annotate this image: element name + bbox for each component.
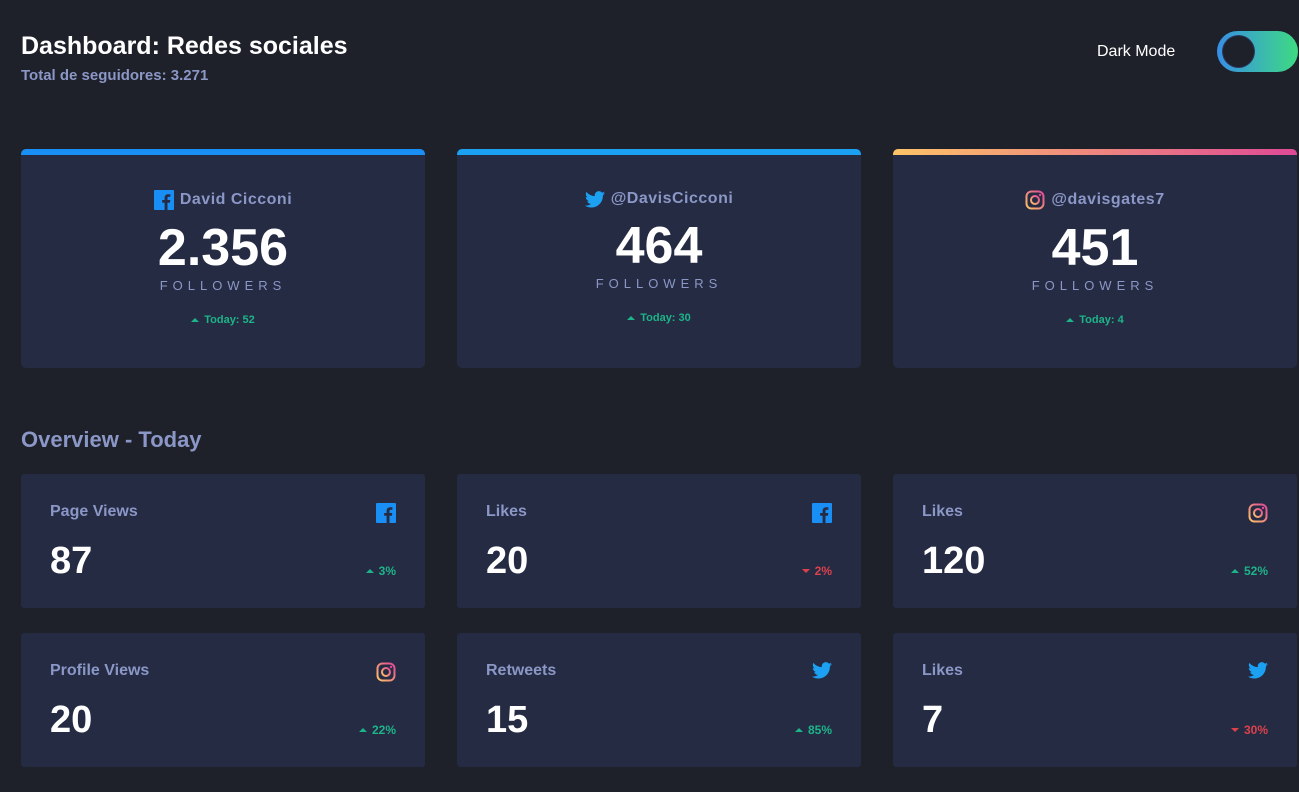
overview-card-twitter-likes[interactable]: Likes 7 30% <box>893 633 1297 767</box>
card-handle-text: @davisgates7 <box>1051 191 1165 208</box>
overview-value: 20 <box>50 699 93 741</box>
instagram-followers-card[interactable]: @davisgates7 451 FOLLOWERS Today: 4 <box>893 149 1297 368</box>
overview-change-text: 22% <box>371 723 396 737</box>
today-change: Today: 30 <box>457 312 861 324</box>
overview-label: Retweets <box>486 662 557 679</box>
follower-unit: FOLLOWERS <box>1031 278 1159 293</box>
overview-value: 20 <box>486 540 529 582</box>
facebook-icon <box>812 503 832 523</box>
card-handle: @DavisCicconi <box>457 190 861 208</box>
overview-card-facebook-likes[interactable]: Likes 20 2% <box>457 474 861 608</box>
today-change-text: Today: 30 <box>640 312 691 324</box>
overview-change-text: 85% <box>807 723 832 737</box>
arrow-down-icon <box>1230 728 1239 732</box>
today-change: Today: 52 <box>21 314 425 326</box>
follower-count: 2.356 <box>157 219 289 277</box>
card-handle: @davisgates7 <box>893 190 1297 210</box>
instagram-icon <box>1248 503 1268 523</box>
card-handle: David Cicconi <box>21 190 425 210</box>
overview-change: 22% <box>358 723 396 737</box>
overview-label: Likes <box>922 503 963 520</box>
card-handle-text: @DavisCicconi <box>610 190 734 207</box>
total-followers: Total de seguidores: 3.271 <box>21 67 209 84</box>
header: Dashboard: Redes sociales Total de segui… <box>21 31 348 84</box>
twitter-followers-card[interactable]: @DavisCicconi 464 FOLLOWERS Today: 30 <box>457 149 861 368</box>
overview-value: 7 <box>922 699 944 741</box>
overview-change: 3% <box>365 564 396 578</box>
facebook-icon <box>376 503 396 523</box>
dark-mode-label: Dark Mode <box>1097 42 1176 60</box>
twitter-icon <box>584 190 605 208</box>
toggle-knob[interactable] <box>1223 36 1255 67</box>
card-handle-text: David Cicconi <box>179 191 293 208</box>
card-accent-bar <box>893 149 1297 155</box>
today-change-text: Today: 4 <box>1079 314 1124 326</box>
overview-label: Page Views <box>50 503 138 520</box>
overview-change-text: 3% <box>378 564 396 578</box>
twitter-icon <box>1248 662 1268 679</box>
arrow-up-icon <box>794 728 803 732</box>
dark-mode-control: Dark Mode <box>1097 31 1299 72</box>
overview-label: Likes <box>922 662 963 679</box>
overview-change: 2% <box>801 564 832 578</box>
card-accent-bar <box>457 149 861 155</box>
overview-change: 85% <box>794 723 832 737</box>
page-title: Dashboard: Redes sociales <box>21 32 348 60</box>
today-change-text: Today: 52 <box>204 314 255 326</box>
twitter-icon <box>812 662 832 679</box>
follower-count: 464 <box>615 217 703 275</box>
overview-change: 30% <box>1230 723 1268 737</box>
overview-title: Overview - Today <box>21 427 202 452</box>
overview-value: 15 <box>486 699 529 741</box>
arrow-up-icon <box>1066 318 1075 322</box>
arrow-up-icon <box>358 728 367 732</box>
arrow-down-icon <box>801 569 810 573</box>
overview-change-text: 2% <box>814 564 832 578</box>
arrow-up-icon <box>191 318 200 322</box>
card-accent-bar <box>21 149 425 155</box>
instagram-icon <box>1025 190 1045 210</box>
dark-mode-toggle[interactable] <box>1217 31 1299 72</box>
overview-card-facebook-page-views[interactable]: Page Views 87 3% <box>21 474 425 608</box>
arrow-up-icon <box>365 569 374 573</box>
overview-card-twitter-retweets[interactable]: Retweets 15 85% <box>457 633 861 767</box>
follower-unit: FOLLOWERS <box>595 276 723 291</box>
facebook-followers-card[interactable]: David Cicconi 2.356 FOLLOWERS Today: 52 <box>21 149 425 368</box>
facebook-icon <box>153 190 174 210</box>
today-change: Today: 4 <box>893 314 1297 326</box>
overview-card-instagram-likes[interactable]: Likes 120 52% <box>893 474 1297 608</box>
arrow-up-icon <box>1230 569 1239 573</box>
overview-change-text: 52% <box>1243 564 1268 578</box>
follower-unit: FOLLOWERS <box>159 278 287 293</box>
overview-change: 52% <box>1230 564 1268 578</box>
overview-card-instagram-profile-views[interactable]: Profile Views 20 22% <box>21 633 425 767</box>
overview-label: Likes <box>486 503 527 520</box>
overview-value: 120 <box>922 540 986 582</box>
overview-label: Profile Views <box>50 662 150 679</box>
overview-value: 87 <box>50 540 93 582</box>
follower-count: 451 <box>1051 219 1139 277</box>
arrow-up-icon <box>627 316 636 320</box>
overview-change-text: 30% <box>1243 723 1268 737</box>
instagram-icon <box>376 662 396 682</box>
